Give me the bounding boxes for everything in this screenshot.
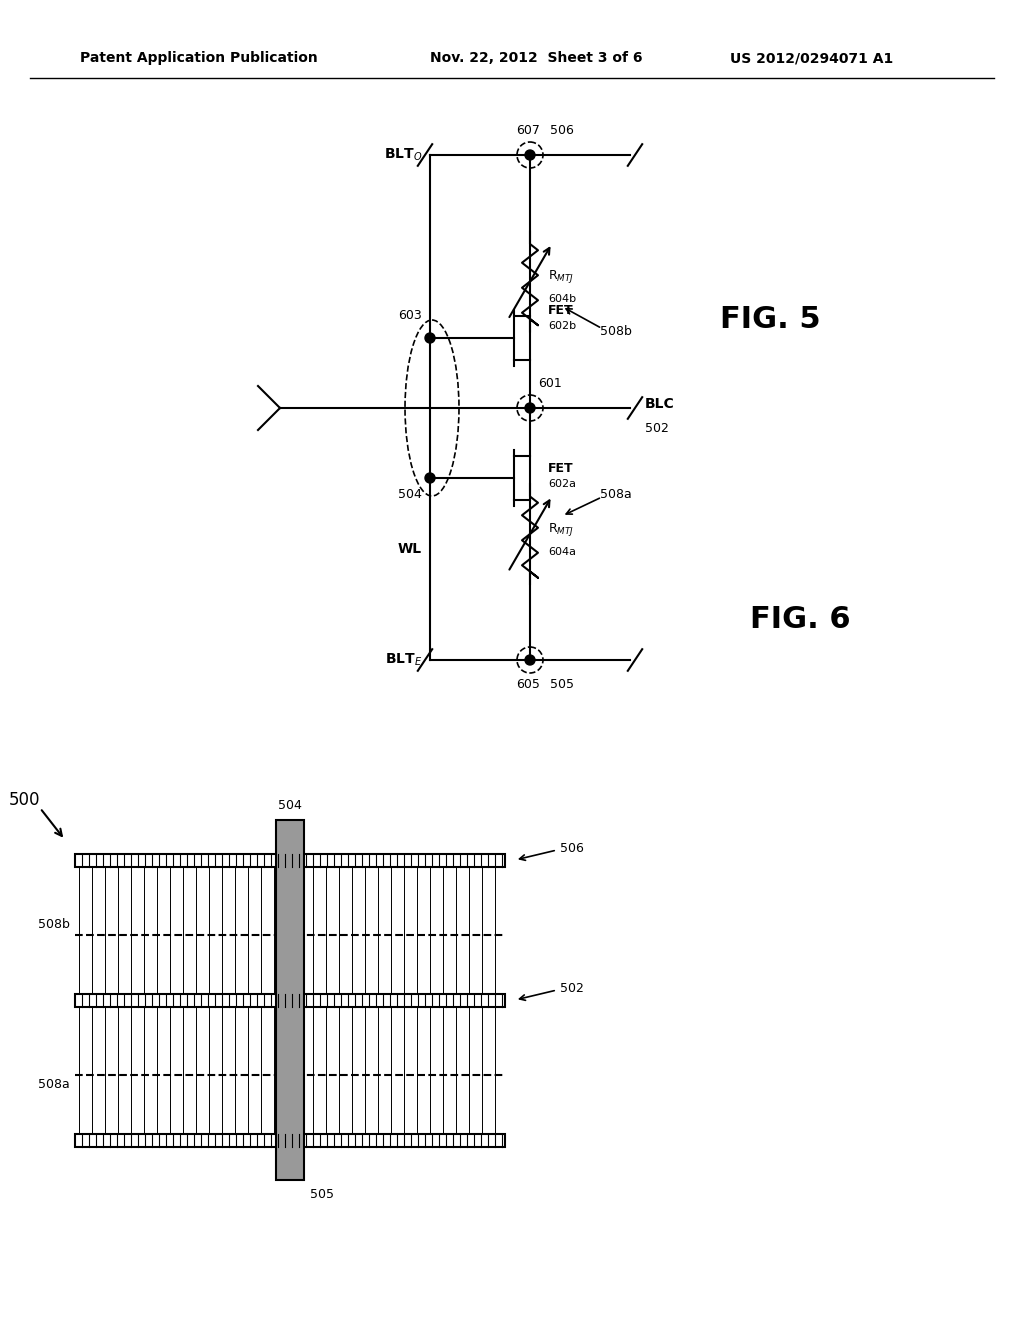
Text: 605: 605 xyxy=(516,678,540,690)
Text: 603: 603 xyxy=(398,309,422,322)
Text: 506: 506 xyxy=(550,124,573,137)
Text: 505: 505 xyxy=(310,1188,334,1201)
Text: 505: 505 xyxy=(550,678,574,690)
Text: BLT$_E$: BLT$_E$ xyxy=(385,652,422,668)
Circle shape xyxy=(425,333,435,343)
Text: 506: 506 xyxy=(560,842,584,854)
Text: 604b: 604b xyxy=(548,294,577,305)
Text: 508a: 508a xyxy=(600,487,632,500)
Text: BLC: BLC xyxy=(645,397,675,411)
Circle shape xyxy=(525,403,535,413)
Text: BLT$_O$: BLT$_O$ xyxy=(384,147,422,164)
Text: Patent Application Publication: Patent Application Publication xyxy=(80,51,317,65)
Text: 508b: 508b xyxy=(600,325,632,338)
Bar xyxy=(276,820,304,1180)
Text: 504: 504 xyxy=(398,487,422,500)
Text: FIG. 5: FIG. 5 xyxy=(720,305,820,334)
Circle shape xyxy=(425,473,435,483)
Circle shape xyxy=(525,655,535,665)
Text: 601: 601 xyxy=(538,378,562,389)
Text: 500: 500 xyxy=(9,791,41,809)
Bar xyxy=(75,994,505,1006)
Text: 508a: 508a xyxy=(38,1078,70,1092)
Text: Nov. 22, 2012  Sheet 3 of 6: Nov. 22, 2012 Sheet 3 of 6 xyxy=(430,51,642,65)
Text: 508b: 508b xyxy=(38,919,70,932)
Bar xyxy=(75,1134,505,1147)
Text: US 2012/0294071 A1: US 2012/0294071 A1 xyxy=(730,51,893,65)
Bar xyxy=(75,854,505,866)
Text: FIG. 6: FIG. 6 xyxy=(750,606,851,635)
Text: 607: 607 xyxy=(516,124,540,137)
Text: FET: FET xyxy=(548,304,573,317)
Text: R$_{MTJ}$: R$_{MTJ}$ xyxy=(548,268,574,285)
Circle shape xyxy=(525,150,535,160)
Text: 504: 504 xyxy=(279,799,302,812)
Text: 502: 502 xyxy=(645,422,669,436)
Text: R$_{MTJ}$: R$_{MTJ}$ xyxy=(548,520,574,537)
Text: WL: WL xyxy=(398,543,422,556)
Text: 602b: 602b xyxy=(548,321,577,331)
Text: 604a: 604a xyxy=(548,546,575,557)
Text: FET: FET xyxy=(548,462,573,474)
Text: 602a: 602a xyxy=(548,479,575,488)
Text: 502: 502 xyxy=(560,982,584,994)
